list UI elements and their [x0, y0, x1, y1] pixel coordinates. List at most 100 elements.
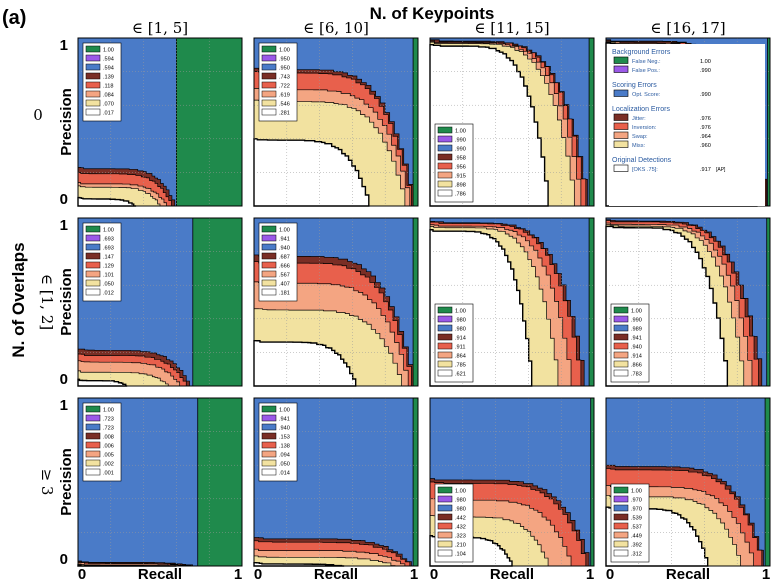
legend-swatch: [261, 63, 277, 71]
y-tick-label: 1: [60, 397, 68, 414]
legend-swatch: [437, 351, 453, 359]
legend-value: 1.00: [103, 228, 114, 234]
legend-value: .002: [103, 462, 114, 468]
legend-value: .980: [455, 327, 466, 333]
legend-swatch: [613, 56, 629, 64]
x-tick-label: 1: [410, 566, 418, 581]
legend-value: .722: [279, 84, 290, 90]
legend-swatch: [613, 89, 629, 97]
x-axis-label: Recall: [138, 566, 182, 581]
legend-swatch: [437, 333, 453, 341]
legend-swatch: [261, 90, 277, 98]
legend-swatch: [261, 225, 277, 233]
pr-panel: 1.00 .990 .990 .958 .956 .915 .898 .786: [429, 37, 595, 207]
legend-swatch: [437, 144, 453, 152]
column-header: ∈ [16, 17]: [650, 19, 725, 37]
legend-swatch: [437, 513, 453, 521]
legend-value: 1.00: [279, 228, 290, 234]
legend-swatch: [261, 405, 277, 413]
area-original: [77, 378, 128, 387]
pr-panel: 1.00 .941 .940 .687 .666 .567 .407 .181: [253, 217, 419, 387]
legend-swatch: [437, 522, 453, 530]
legend-swatch: [85, 225, 101, 233]
legend-swatch: [437, 486, 453, 494]
panel-frame: [429, 37, 595, 207]
x-axis-label: Recall: [314, 566, 358, 581]
legend-value: .950: [279, 66, 290, 72]
legend-swatch: [261, 99, 277, 107]
legend-item-label: False Pos.:: [632, 68, 660, 74]
legend-value: .687: [279, 255, 290, 261]
legend-item-label: Inversion:: [632, 125, 657, 131]
legend-item-label: Opt. Score:: [632, 92, 661, 98]
legend-swatch: [261, 270, 277, 278]
legend-swatch: [85, 90, 101, 98]
chart-grid: ∈ [1, 5] ∈ [6, 10] ∈ [11, 15] ∈ [16, 17] 0 Pr…: [33, 19, 771, 581]
legend-swatch: [613, 522, 629, 530]
legend-swatch: [613, 486, 629, 494]
column-header: ∈ [11, 15]: [474, 19, 549, 37]
legend-swatch: [85, 252, 101, 260]
legend-swatch: [437, 153, 453, 161]
pr-panel: 1.00 .594 .594 .139 .118 .084 .070 .017: [77, 37, 243, 207]
legend-value: .785: [455, 363, 466, 369]
legend-value: .619: [279, 93, 290, 99]
mini-legend: 1.00 .594 .594 .139 .118 .084 .070 .017: [82, 42, 122, 122]
legend-swatch: [85, 54, 101, 62]
legend-swatch: [261, 45, 277, 53]
legend-swatch: [261, 108, 277, 116]
legend-value: .094: [279, 453, 290, 459]
legend-value: 1.00: [103, 408, 114, 414]
legend-swatch: [437, 549, 453, 557]
legend-item-label: False Neg.:: [632, 59, 661, 65]
x-tick-label: 1: [586, 566, 594, 581]
legend-value: .914: [631, 354, 642, 360]
legend-value: .153: [279, 435, 290, 441]
legend-swatch: [613, 324, 629, 332]
legend-value: 1.00: [455, 489, 466, 495]
legend-item-label: Swap:: [632, 134, 648, 140]
legend-swatch: [85, 432, 101, 440]
legend-value: .139: [103, 75, 114, 81]
x-tick-label: 1: [762, 566, 770, 581]
legend-item-value: .964: [700, 134, 711, 140]
legend-swatch: [613, 369, 629, 377]
legend-swatch: [437, 315, 453, 323]
legend-value: .941: [279, 417, 290, 423]
legend-value: .666: [279, 264, 290, 270]
legend-value: .546: [279, 102, 290, 108]
legend-swatch: [613, 306, 629, 314]
legend-value: .138: [279, 444, 290, 450]
legend-value: .723: [103, 417, 114, 423]
mini-legend: 1.00 .990 .989 .941 .940 .914 .866 .783: [610, 303, 650, 383]
legend-swatch: [613, 360, 629, 368]
legend-value: .940: [279, 246, 290, 252]
legend-value: .914: [455, 336, 466, 342]
panel-frame: [253, 217, 419, 387]
legend-value: .940: [279, 426, 290, 432]
legend-value: .989: [631, 327, 642, 333]
legend-value: .940: [631, 345, 642, 351]
legend-swatch: [437, 360, 453, 368]
row-header: ∈ [1, 2]: [38, 274, 56, 330]
legend-swatch: [261, 261, 277, 269]
panel-frame: [253, 397, 419, 567]
legend-value: .147: [103, 255, 114, 261]
legend-value: .050: [103, 282, 114, 288]
legend-swatch: [85, 72, 101, 80]
legend-item-label: Jitter:: [632, 116, 646, 122]
legend-value: .006: [103, 444, 114, 450]
panel-frame: [253, 37, 419, 207]
mini-legend: 1.00 .723 .723 .008 .006 .005 .002 .001: [82, 402, 122, 482]
legend-swatch: [613, 65, 629, 73]
legend-value: .970: [631, 507, 642, 513]
legend-value: .449: [631, 534, 642, 540]
legend-item-value: .917: [700, 167, 711, 173]
legend-value: .970: [631, 498, 642, 504]
legend-swatch: [85, 423, 101, 431]
x-tick-label: 0: [78, 566, 86, 581]
legend-item-suffix: [AP]: [716, 167, 726, 173]
row-header: 0: [33, 106, 43, 124]
legend-swatch: [437, 180, 453, 188]
